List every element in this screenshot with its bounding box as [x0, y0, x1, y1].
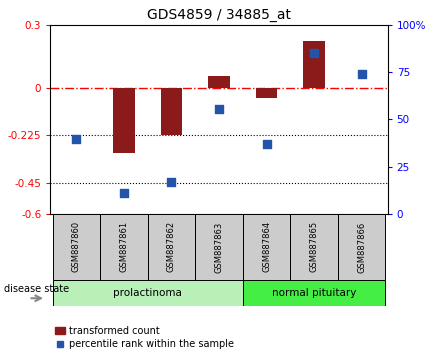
Bar: [243, 214, 290, 280]
Text: GSM887862: GSM887862: [167, 221, 176, 273]
Bar: [53, 214, 100, 280]
Point: [73, 137, 80, 142]
Text: GSM887865: GSM887865: [310, 221, 318, 273]
Point: [311, 50, 318, 56]
Point: [358, 72, 365, 77]
Bar: [148, 214, 195, 280]
Bar: [53, 280, 243, 306]
Text: GSM887864: GSM887864: [262, 221, 271, 273]
Text: GSM887863: GSM887863: [215, 221, 223, 273]
Point: [168, 179, 175, 184]
Point: [120, 190, 127, 196]
Text: GSM887861: GSM887861: [120, 221, 128, 273]
Bar: [113, 88, 135, 153]
Title: GDS4859 / 34885_at: GDS4859 / 34885_at: [147, 8, 291, 22]
Text: GSM887860: GSM887860: [72, 221, 81, 273]
Text: prolactinoma: prolactinoma: [113, 288, 182, 298]
Bar: [195, 214, 243, 280]
Text: GSM887866: GSM887866: [357, 221, 366, 273]
Legend: transformed count, percentile rank within the sample: transformed count, percentile rank withi…: [55, 326, 234, 349]
Bar: [256, 88, 277, 98]
Bar: [338, 214, 385, 280]
Text: disease state: disease state: [4, 284, 70, 295]
Bar: [100, 214, 148, 280]
Bar: [208, 76, 230, 88]
Bar: [290, 214, 338, 280]
Point: [263, 141, 270, 147]
Point: [215, 106, 223, 112]
Bar: [303, 41, 325, 88]
Text: normal pituitary: normal pituitary: [272, 288, 356, 298]
Bar: [243, 280, 385, 306]
Bar: [161, 88, 182, 135]
